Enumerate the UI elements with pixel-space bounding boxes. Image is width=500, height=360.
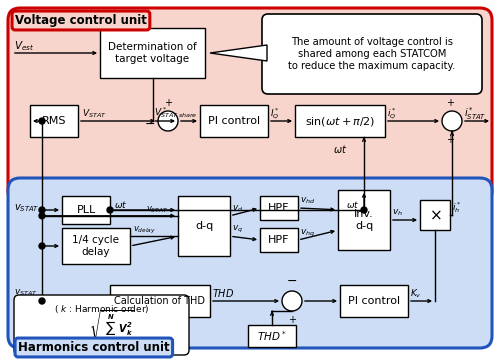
Text: −: − [144,117,155,130]
Bar [295,105,385,137]
Text: Harmonics control unit: Harmonics control unit [18,341,170,354]
Text: $v_{delay}$: $v_{delay}$ [133,225,156,236]
Circle shape [39,207,45,213]
Text: $v_{hq}$: $v_{hq}$ [300,228,315,239]
Text: $I_Q^*$: $I_Q^*$ [270,107,280,122]
Text: $i_{STAT}^*$: $i_{STAT}^*$ [464,105,486,122]
Text: Determination of
target voltage: Determination of target voltage [108,42,197,64]
Bar [260,228,298,252]
Text: +: + [446,98,454,108]
Text: $V_{est}$: $V_{est}$ [14,39,34,53]
Bar [248,325,296,347]
Text: $\bfit{THD}[\%]=\dfrac{\sqrt{\sum_{k=2}^{N}V_k^2}}{V_1}\times 100$: $\bfit{THD}[\%]=\dfrac{\sqrt{\sum_{k=2}^… [36,308,168,358]
Bar [420,200,450,230]
Bar [110,285,210,317]
Text: $\sin(\omega t+\pi/2)$: $\sin(\omega t+\pi/2)$ [305,114,375,127]
Text: Voltage control unit: Voltage control unit [15,14,147,27]
Circle shape [282,291,302,311]
Bar [30,105,78,137]
Circle shape [39,298,45,304]
Circle shape [158,111,178,131]
Text: $K_v$: $K_v$ [410,288,422,300]
Text: +: + [288,315,296,325]
Text: $\omega t$: $\omega t$ [346,198,360,210]
Bar [62,196,110,224]
FancyBboxPatch shape [14,295,189,355]
Bar [178,196,230,256]
Text: $\omega t$: $\omega t$ [114,198,128,210]
Text: $V_{STAT}$: $V_{STAT}$ [82,108,106,120]
Text: $v_d$: $v_d$ [232,203,243,214]
Text: +: + [446,135,454,145]
FancyBboxPatch shape [262,14,482,94]
Circle shape [107,207,113,213]
Text: RMS: RMS [42,116,66,126]
Text: PI control: PI control [208,116,260,126]
Text: $v_{STAT}$: $v_{STAT}$ [146,204,168,215]
Text: $v_{STAT}$: $v_{STAT}$ [14,202,40,214]
Text: $THD^*$: $THD^*$ [257,329,287,343]
Circle shape [442,111,462,131]
Text: PLL: PLL [76,205,96,215]
Bar [100,28,205,78]
Text: Inv.
d-q: Inv. d-q [354,209,374,231]
Text: $v_q$: $v_q$ [232,224,243,235]
Text: $v_{STAT}$: $v_{STAT}$ [14,288,38,298]
Text: $THD$: $THD$ [212,287,234,299]
FancyBboxPatch shape [8,8,492,203]
Text: 1/4 cycle
delay: 1/4 cycle delay [72,235,120,257]
Circle shape [39,243,45,249]
Text: $\times$: $\times$ [428,207,442,222]
Text: d-q: d-q [195,221,213,231]
Text: HPF: HPF [268,235,290,245]
Bar [260,196,298,220]
Text: Calculation of THD: Calculation of THD [114,296,206,306]
FancyBboxPatch shape [8,178,492,348]
Text: ( $k$ : Harmonic order): ( $k$ : Harmonic order) [54,303,149,315]
Text: $v_{hd}$: $v_{hd}$ [300,196,316,206]
Text: $v_h$: $v_h$ [392,208,403,218]
Circle shape [39,213,45,219]
Text: +: + [164,98,172,108]
Text: $\omega t$: $\omega t$ [333,143,347,155]
Bar [200,105,268,137]
Bar [338,190,390,250]
Bar [340,285,408,317]
Text: −: − [287,275,297,288]
Text: The amount of voltage control is
shared among each STATCOM
to reduce the maximum: The amount of voltage control is shared … [288,37,456,71]
Text: PI control: PI control [348,296,400,306]
Circle shape [39,118,45,124]
Polygon shape [210,45,267,61]
Text: HPF: HPF [268,203,290,213]
Text: $V_{STAT\ share}^*$: $V_{STAT\ share}^*$ [154,105,198,121]
Circle shape [361,207,367,213]
Bar [62,228,130,264]
Text: $i_h^*$: $i_h^*$ [452,201,462,216]
Text: $i_Q^*$: $i_Q^*$ [387,107,396,122]
